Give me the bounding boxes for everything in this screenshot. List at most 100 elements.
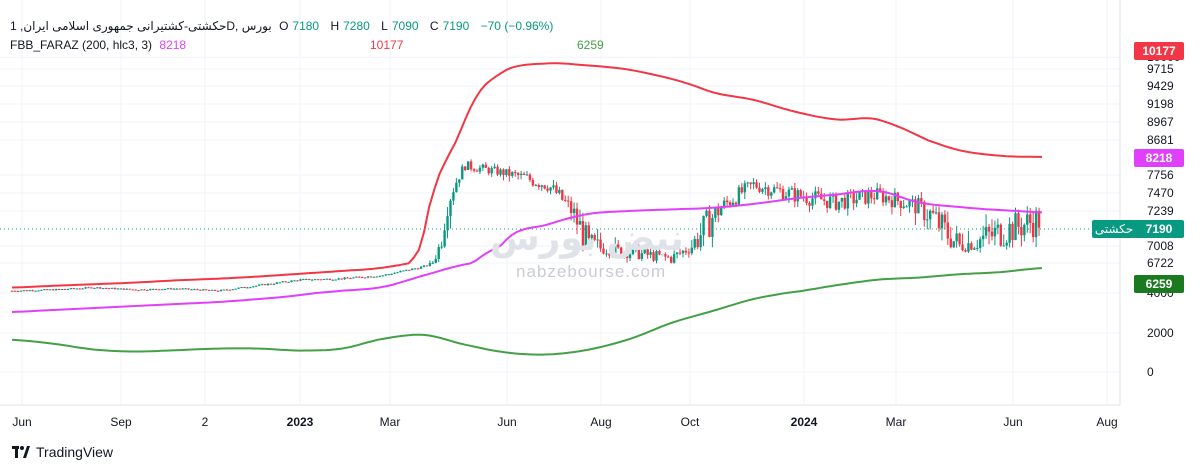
price-tick-label: 9715	[1147, 62, 1174, 76]
candle-body	[475, 170, 479, 172]
candle-body	[605, 253, 608, 255]
candle-body	[87, 287, 90, 289]
candle-body	[43, 289, 46, 291]
candle-body	[828, 196, 832, 209]
candle-body	[749, 182, 752, 185]
candle-body	[876, 188, 879, 200]
candle-body	[661, 253, 664, 255]
candle-body	[746, 182, 749, 184]
candle-body	[110, 287, 114, 289]
watermark-logo: نبض بورس	[490, 217, 684, 258]
candle-body	[670, 257, 673, 263]
candle-body	[249, 287, 252, 289]
candle-body	[778, 188, 782, 190]
candle-body	[440, 246, 443, 248]
candle-body	[181, 288, 184, 290]
candle-body	[684, 250, 688, 253]
candle-body	[428, 263, 432, 266]
candle-body	[99, 287, 102, 289]
indicator-legend[interactable]: FBB_FARAZ (200, hlc3, 3) 8218	[10, 38, 190, 52]
candle-body	[140, 289, 143, 291]
candle-body	[375, 276, 379, 278]
candle-body	[799, 190, 802, 197]
candle-body	[752, 182, 755, 185]
candle-body	[258, 284, 261, 286]
candle-body	[122, 288, 126, 290]
candle-body	[57, 288, 61, 290]
candle-body	[817, 191, 820, 194]
candle-body	[667, 256, 670, 258]
candle-body	[917, 198, 920, 214]
candle-body	[505, 169, 508, 176]
candle-body	[31, 290, 34, 292]
candle-body	[402, 270, 405, 272]
candle-body	[631, 248, 635, 255]
candle-body	[322, 279, 326, 281]
candle-body	[411, 268, 414, 271]
candle-body	[823, 199, 826, 201]
candle-body	[923, 201, 926, 221]
candle-body	[431, 262, 435, 264]
candle-body	[149, 288, 152, 291]
close-value: 7190	[442, 19, 470, 33]
candle-body	[755, 182, 758, 188]
candle-body	[511, 172, 514, 176]
candle-body	[834, 193, 838, 210]
candle-body	[443, 230, 446, 247]
watermark-url: nabzebourse.com	[516, 262, 667, 281]
candle-body	[981, 235, 985, 240]
last-price-badge: 7190	[1134, 220, 1184, 238]
candle-body	[731, 202, 735, 206]
candle-body	[125, 288, 128, 290]
candle-body	[75, 288, 78, 290]
candle-body	[160, 289, 164, 291]
candle-body	[546, 188, 549, 191]
candle-body	[728, 202, 732, 206]
candle-body	[534, 184, 538, 186]
time-tick-label: Oct	[680, 415, 700, 429]
candle-body	[246, 287, 249, 289]
price-tick-label: 8967	[1147, 115, 1174, 129]
candle-body	[363, 277, 367, 279]
time-tick-label: Mar	[379, 415, 401, 429]
candle-body	[137, 290, 140, 292]
candle-body	[564, 199, 567, 201]
candle-body	[908, 200, 911, 207]
time-tick-label: 2024	[790, 415, 818, 429]
candle-body	[1008, 223, 1011, 243]
candle-body	[811, 198, 814, 206]
candle-body	[805, 197, 808, 204]
candle-body	[675, 252, 679, 255]
candle-body	[449, 200, 452, 217]
candle-body	[190, 289, 193, 291]
tradingview-icon	[12, 446, 30, 458]
candle-body	[446, 216, 449, 231]
candle-body	[999, 224, 1002, 246]
candle-body	[199, 289, 202, 291]
candle-body	[399, 271, 402, 273]
tradingview-logo[interactable]: TradingView	[12, 444, 113, 460]
candle-body	[937, 212, 941, 229]
candle-body	[228, 289, 231, 291]
candle-body	[163, 288, 167, 290]
indicator-upper-value: 10177	[370, 38, 404, 52]
candle-body	[973, 248, 976, 250]
candle-body	[708, 210, 711, 238]
candle-body	[955, 233, 958, 242]
candle-body	[725, 200, 729, 203]
candle-body	[116, 288, 120, 290]
candle-body	[434, 259, 437, 263]
candle-body	[843, 197, 847, 209]
candle-body	[328, 278, 332, 280]
candle-body	[13, 290, 17, 292]
candle-body	[1002, 245, 1005, 247]
lower-band-badge: 6259	[1134, 275, 1184, 293]
candle-body	[696, 238, 699, 248]
candle-body	[358, 276, 361, 278]
candle-body	[599, 239, 602, 249]
candle-body	[928, 210, 932, 220]
candle-body	[681, 250, 685, 254]
candle-body	[96, 287, 99, 289]
candle-body	[690, 247, 693, 254]
